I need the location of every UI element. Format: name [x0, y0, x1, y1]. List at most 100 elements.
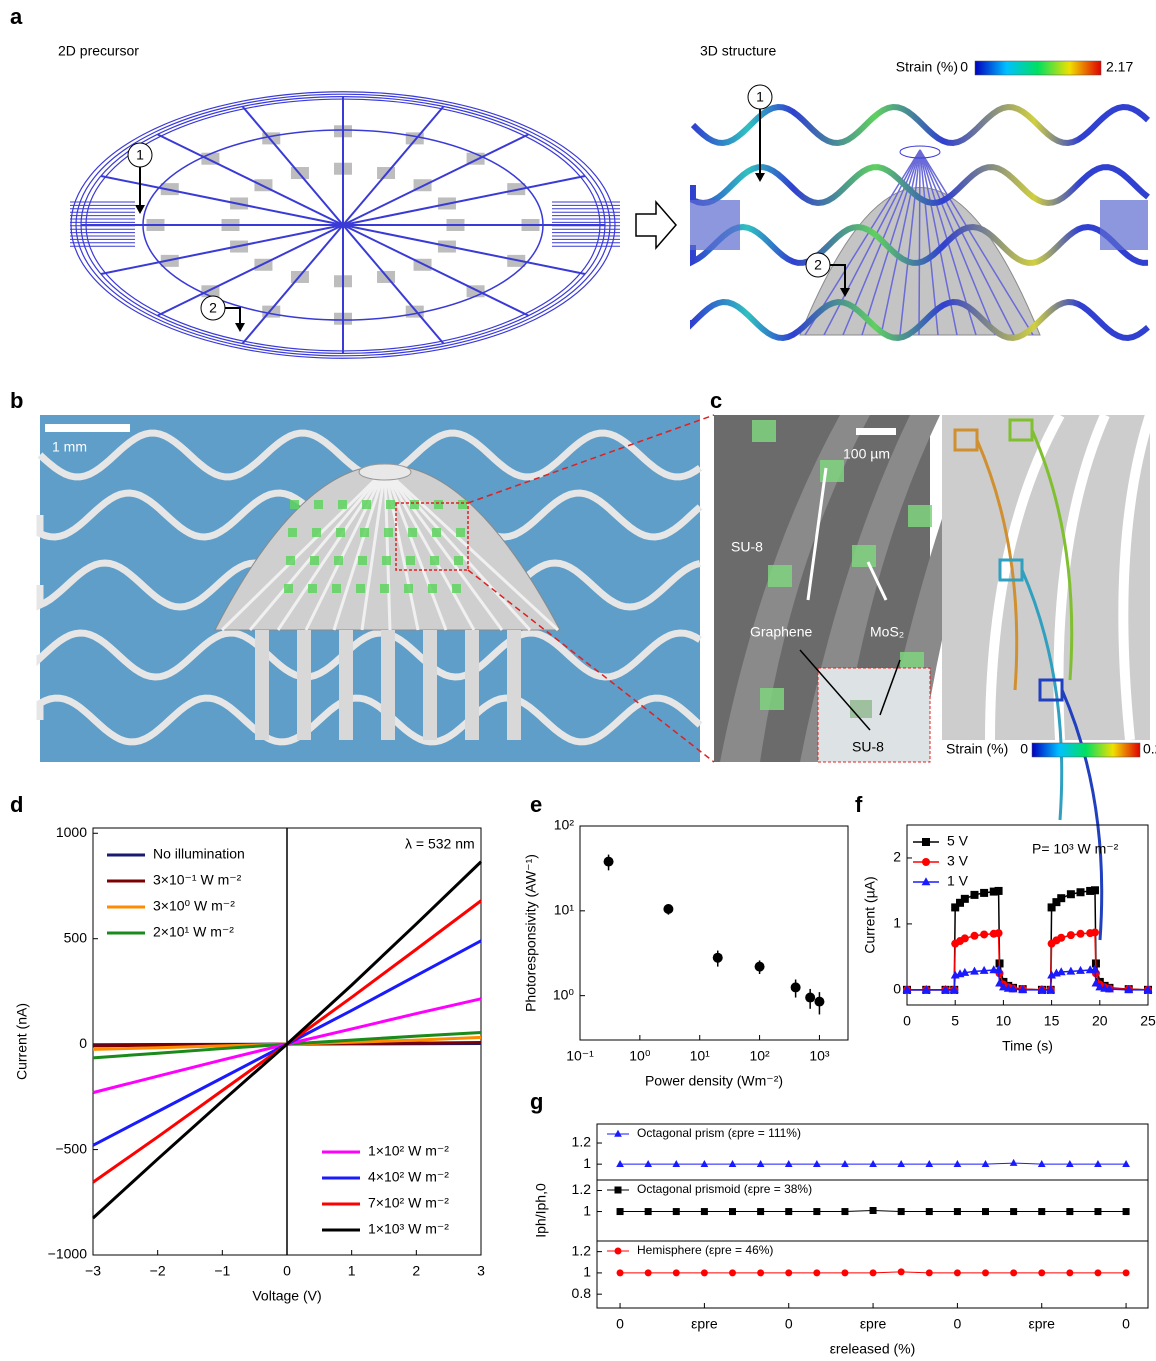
marker	[813, 1160, 821, 1167]
marker	[1123, 1269, 1130, 1276]
x-tick-label: 0	[616, 1316, 624, 1332]
legend-label: 7×10² W m⁻²	[368, 1195, 449, 1211]
marker	[841, 1269, 848, 1276]
marker	[701, 1269, 708, 1276]
sem-device	[760, 688, 784, 710]
x-tick-label: 10¹	[690, 1048, 711, 1064]
marker	[995, 887, 1003, 895]
legend-label: 3×10⁻¹ W m⁻²	[153, 872, 242, 888]
panel-subtitle: 2D precursor	[58, 43, 139, 59]
marker	[970, 891, 978, 899]
legend-label: 3 V	[947, 853, 969, 869]
marker	[616, 1160, 624, 1167]
marker	[1066, 1269, 1073, 1276]
data-point	[805, 993, 815, 1003]
panel-subtitle: 3D structure	[700, 43, 776, 59]
colorbar	[1032, 743, 1140, 757]
legend-label: 5 V	[947, 833, 969, 849]
callout-label: 2	[814, 257, 822, 273]
panel-label: d	[10, 792, 23, 817]
marker	[961, 895, 969, 903]
photo-device	[356, 584, 365, 593]
y-tick-label: 10²	[554, 817, 575, 833]
marker	[982, 1160, 990, 1167]
marker	[1010, 1208, 1017, 1215]
marker	[1057, 894, 1065, 902]
marker	[1122, 1160, 1130, 1167]
marker	[1010, 1159, 1018, 1166]
photo-device	[338, 500, 347, 509]
photo-device	[380, 584, 389, 593]
legend-label: Octagonal prism (εpre = 111%)	[637, 1126, 801, 1140]
x-tick-label: 0	[785, 1316, 793, 1332]
y-tick-label: 0.8	[572, 1285, 592, 1301]
marker	[645, 1208, 652, 1215]
y-tick-label: 0	[79, 1035, 87, 1051]
photo-leg	[255, 630, 269, 740]
marker	[1091, 928, 1099, 936]
scale-bar-label: 1 mm	[52, 439, 87, 455]
photo-leg	[423, 630, 437, 740]
photo-leg	[339, 630, 353, 740]
y-tick-label: 1.2	[572, 1242, 592, 1258]
y-tick-label: 1	[583, 1264, 591, 1280]
marker	[672, 1160, 680, 1167]
photo-device	[360, 528, 369, 537]
photo-device	[458, 500, 467, 509]
legend-marker	[614, 1130, 622, 1137]
marker	[869, 1160, 877, 1167]
x-tick-label: −1	[214, 1263, 230, 1279]
photo-device	[314, 500, 323, 509]
legend-label: Octagonal prismoid (εpre = 38%)	[637, 1182, 812, 1196]
colorbar-min: 0	[960, 59, 968, 75]
x-tick-label: 10³	[809, 1048, 830, 1064]
data-point	[755, 962, 765, 972]
legend-marker	[922, 858, 930, 866]
y-tick-label: 1	[583, 1202, 591, 1218]
panel-label: g	[530, 1089, 543, 1114]
x-axis-label: Voltage (V)	[252, 1288, 321, 1304]
photo-device	[290, 500, 299, 509]
x-tick-label: 10²	[749, 1048, 770, 1064]
marker	[1094, 1269, 1101, 1276]
y-axis-label: Photoresponsivity (AW⁻¹)	[523, 854, 539, 1012]
sem-label: Graphene	[750, 624, 812, 640]
marker	[954, 1160, 962, 1167]
photo-device	[382, 556, 391, 565]
y-tick-label: 10⁰	[553, 986, 575, 1002]
x-tick-label: 25	[1140, 1013, 1156, 1029]
marker	[1010, 1269, 1017, 1276]
sem-label: MoS₂	[870, 624, 904, 640]
x-tick-label: 0	[283, 1263, 291, 1279]
photo-device	[336, 528, 345, 537]
legend-label: 3×10⁰ W m⁻²	[153, 898, 235, 914]
photo-device	[358, 556, 367, 565]
marker	[729, 1160, 737, 1167]
photo-device	[408, 528, 417, 537]
marker	[1066, 1208, 1073, 1215]
x-tick-label: 15	[1044, 1013, 1060, 1029]
y-tick-label: 0	[893, 981, 901, 997]
marker	[897, 1160, 905, 1167]
panel-label: f	[855, 792, 863, 817]
sem-device	[852, 545, 876, 567]
legend-label: No illumination	[153, 846, 245, 862]
marker	[898, 1268, 905, 1275]
marker	[645, 1269, 652, 1276]
sem-device	[752, 420, 776, 442]
x-tick-label: 10⁰	[629, 1048, 651, 1064]
figure: a b c d e f g 2D precursor 3D structure …	[0, 0, 1156, 1361]
photo-device	[384, 528, 393, 537]
y-tick-label: 2	[893, 849, 901, 865]
y-axis-label: Current (µA)	[862, 876, 878, 953]
fan-block	[690, 200, 740, 250]
photo-device	[434, 500, 443, 509]
marker	[954, 1208, 961, 1215]
x-tick-label: εpre	[860, 1316, 887, 1332]
illustrations	[40, 61, 1150, 940]
marker	[1038, 1160, 1046, 1167]
data-point	[791, 982, 801, 992]
x-tick-label: 0	[954, 1316, 962, 1332]
x-tick-label: 10⁻¹	[566, 1048, 594, 1064]
photo-device	[332, 584, 341, 593]
